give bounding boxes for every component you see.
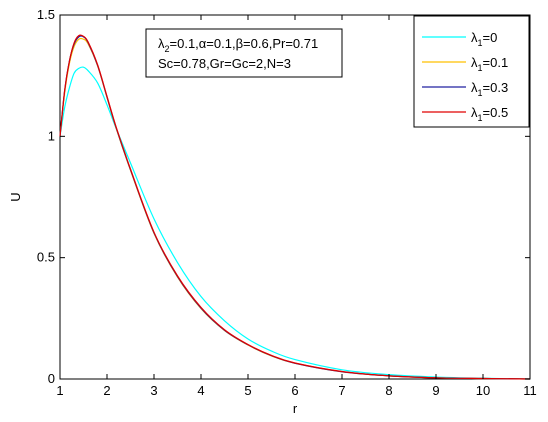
legend: λ1=0 λ1=0.1 λ1=0.3 λ1=0.5: [413, 15, 530, 128]
series-line-1: [59, 66, 531, 380]
y-axis-label: U: [8, 192, 23, 201]
legend-label-1: λ1=0: [471, 30, 497, 48]
annotation-line-2: Sc=0.78,Gr=Gc=2,N=3: [158, 56, 291, 71]
legend-label-4: λ1=0.5: [471, 105, 508, 123]
x-tick-label: 5: [244, 383, 251, 398]
annotation-box: λ2=0.1,α=0.1,β=0.6,Pr=0.71 Sc=0.78,Gr=Gc…: [145, 28, 343, 78]
annotation-line-1: λ2=0.1,α=0.1,β=0.6,Pr=0.71: [158, 36, 318, 54]
x-tick-label: 6: [291, 383, 298, 398]
legend-items: λ1=0 λ1=0.1 λ1=0.3 λ1=0.5: [422, 30, 508, 123]
x-tick-label: 3: [150, 383, 157, 398]
x-tick-label: 9: [432, 383, 439, 398]
x-tick-label: 4: [197, 383, 204, 398]
series-layer: [59, 34, 531, 380]
x-tick-label: 1: [56, 383, 63, 398]
x-tick-label: 2: [103, 383, 110, 398]
series-line-4: [59, 34, 531, 380]
y-tick-label: 0.5: [37, 250, 55, 265]
legend-label-2: λ1=0.1: [471, 55, 508, 73]
y-tick-label: 0: [48, 371, 55, 386]
x-tick-label: 10: [476, 383, 490, 398]
x-tick-label: 7: [338, 383, 345, 398]
x-tick-label: 11: [523, 383, 537, 398]
y-tick-label: 1.5: [37, 7, 55, 22]
x-axis-label: r: [293, 401, 298, 416]
x-tick-label: 8: [385, 383, 392, 398]
legend-label-3: λ1=0.3: [471, 80, 508, 98]
ticks-layer: 1 2 3 4 5 6 7 8 9 10 11 0 0.5 1 1.5: [37, 7, 537, 398]
y-tick-label: 1: [48, 128, 55, 143]
